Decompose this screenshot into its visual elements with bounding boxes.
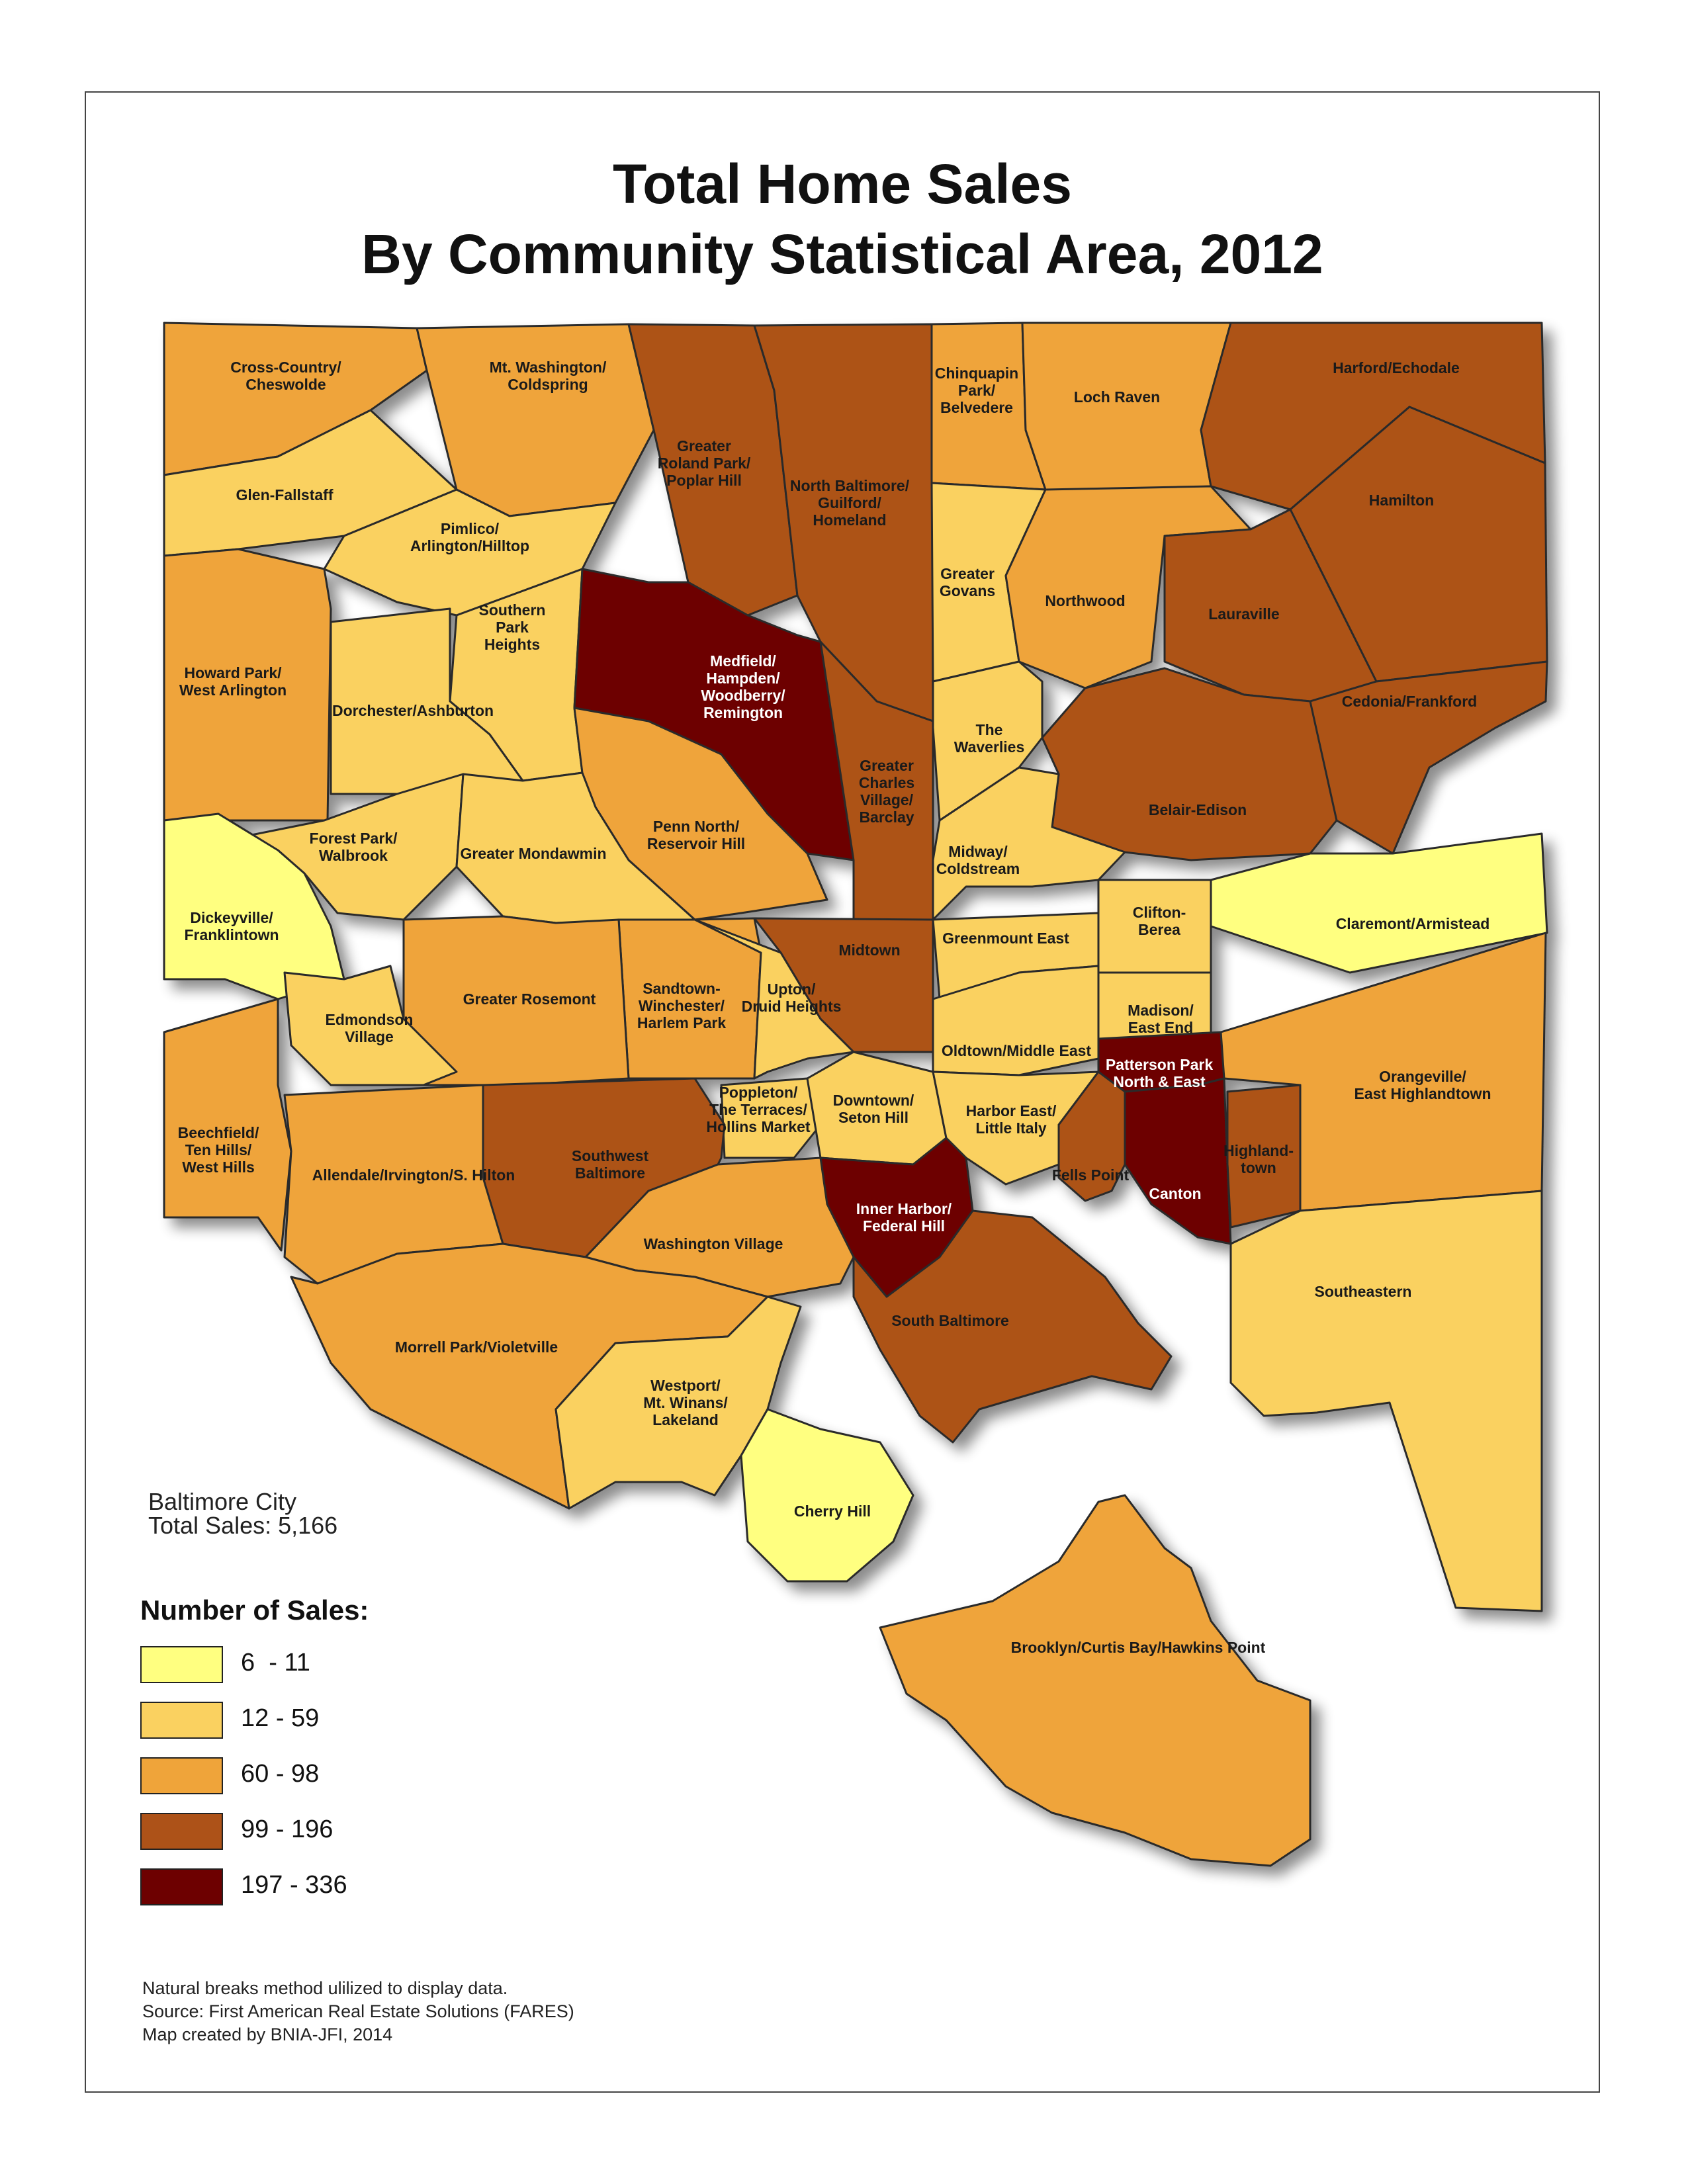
csa-label: Harbor East/Little Italy <box>966 1102 1057 1137</box>
csa-label: Harford/Echodale <box>1333 359 1460 376</box>
csa-area <box>720 1077 822 1159</box>
csa-label: South Baltimore <box>891 1312 1009 1329</box>
csa-label: Highland-town <box>1223 1142 1294 1176</box>
csa-label: Loch Raven <box>1074 388 1160 406</box>
csa-label: Dickeyville/Franklintown <box>184 909 279 943</box>
csa-label: Greenmount East <box>942 930 1069 947</box>
csa-label: Clifton-Berea <box>1133 904 1186 938</box>
csa-label: Cherry Hill <box>794 1503 871 1520</box>
csa-area <box>1004 485 1252 689</box>
city-name: Baltimore City <box>148 1488 297 1515</box>
csa-label: Cross-Country/Cheswolde <box>230 359 341 393</box>
csa-label: Midtown <box>838 941 900 959</box>
legend-label: 60 - 98 <box>241 1760 320 1788</box>
csa-label: Mt. Washington/Coldspring <box>490 359 607 393</box>
legend-label: 6 - 11 <box>241 1649 310 1677</box>
csa-label: Morrell Park/Violetville <box>395 1338 558 1356</box>
csa-area <box>455 771 696 924</box>
csa-label: Fells Point <box>1052 1166 1130 1184</box>
map-notes: Natural breaks method ulilized to displa… <box>142 1977 574 2046</box>
legend-title: Number of Sales: <box>140 1594 369 1626</box>
csa-label: Downtown/Seton Hill <box>833 1092 914 1126</box>
csa-label: The Waverlies <box>954 721 1025 756</box>
method-note: Natural breaks method ulilized to displa… <box>142 1978 508 1998</box>
csa-label: Lauraville <box>1208 605 1279 623</box>
csa-label: Penn North/Reservoir Hill <box>647 818 745 852</box>
csa-label: Patterson Park North & East <box>1106 1056 1214 1090</box>
csa-label: Sandtown-Winchester/Harlem Park <box>637 980 726 1031</box>
legend-label: 99 - 196 <box>241 1815 333 1843</box>
csa-label: Beechfield/Ten Hills/West Hills <box>178 1124 259 1176</box>
csa-label: Orangeville/East Highlandtown <box>1355 1068 1491 1102</box>
csa-label: Pimlico/Arlington/Hilltop <box>410 520 529 554</box>
csa-label: Belair-Edison <box>1149 801 1247 818</box>
csa-area <box>740 1408 914 1583</box>
csa-label: Brooklyn/Curtis Bay/Hawkins Point <box>1011 1639 1266 1656</box>
csa-area <box>852 1209 1173 1444</box>
csa-area <box>283 965 458 1086</box>
csa-label: Medfield/Hampden/Woodberry/Remington <box>701 652 785 721</box>
csa-area <box>1057 1070 1126 1202</box>
csa-label: Washington Village <box>644 1235 783 1252</box>
csa-label: Inner Harbor/Federal Hill <box>856 1200 952 1235</box>
csa-label: Greater Rosemont <box>463 990 596 1008</box>
csa-label: Dorchester/Ashburton <box>332 702 494 719</box>
legend-swatch <box>140 1757 223 1794</box>
legend-swatch <box>140 1868 223 1905</box>
csa-label: Greater Govans <box>940 565 995 599</box>
city-summary: Baltimore City Total Sales: 5,166 <box>148 1490 337 1538</box>
legend-label: 12 - 59 <box>241 1704 320 1732</box>
csa-label: Greater Roland Park/Poplar Hill <box>658 437 751 489</box>
csa-area <box>932 660 1044 822</box>
csa-label: Greater Charles Village/Barclay <box>859 757 914 826</box>
csa-label: Upton/Druid Heights <box>742 981 842 1015</box>
csa-label: Midway/Coldstream <box>936 843 1020 877</box>
csa-label: Madison/East End <box>1128 1002 1194 1036</box>
source-note: Source: First American Real Estate Solut… <box>142 2001 574 2021</box>
csa-area <box>1210 832 1548 974</box>
csa-label: Claremont/Armistead <box>1336 915 1490 932</box>
legend-label: 197 - 336 <box>241 1871 347 1899</box>
csa-label: Northwood <box>1045 592 1125 609</box>
csa-label: Cedonia/Frankford <box>1342 693 1477 710</box>
csa-label: Allendale/Irvington/S. Hilton <box>312 1166 515 1184</box>
map-title-line-1: Total Home Sales <box>613 153 1072 215</box>
csa-area <box>163 812 345 1000</box>
csa-label: Glen-Fallstaff <box>236 486 333 503</box>
csa-label: Howard Park/West Arlington <box>179 664 287 699</box>
csa-area <box>163 998 292 1252</box>
csa-label: Chinquapin Park/Belvedere <box>935 365 1018 416</box>
csa-label: Westport/Mt. Winans/Lakeland <box>643 1377 728 1428</box>
csa-area <box>1229 1190 1543 1612</box>
legend-swatch <box>140 1702 223 1739</box>
csa-label: North Baltimore/Guilford/Homeland <box>790 477 910 529</box>
areas-layer <box>163 322 1548 1867</box>
csa-label: Edmondson Village <box>326 1011 414 1045</box>
csa-label: Greater Mondawmin <box>460 845 606 862</box>
csa-label: Hamilton <box>1369 492 1434 509</box>
map-title: Total Home Sales By Community Statistica… <box>85 149 1600 289</box>
csa-area <box>693 918 855 1080</box>
csa-area <box>1124 1077 1232 1245</box>
legend-swatch <box>140 1646 223 1683</box>
csa-label: Forest Park/Walbrook <box>310 830 398 864</box>
csa-label: Poppleton/The Terraces/Hollins Market <box>706 1084 811 1135</box>
csa-area <box>1021 322 1232 494</box>
csa-label: Southwest Baltimore <box>572 1147 649 1182</box>
map-title-line-2: By Community Statistical Area, 2012 <box>361 223 1323 285</box>
csa-label: Canton <box>1149 1185 1201 1202</box>
legend-swatch <box>140 1813 223 1850</box>
labels-layer: Cross-Country/Cheswolde Mt. Washington/Co… <box>178 359 1491 1656</box>
credit-note: Map created by BNIA-JFI, 2014 <box>142 2025 393 2044</box>
csa-label: Oldtown/Middle East <box>942 1042 1092 1059</box>
city-total-sales: Total Sales: 5,166 <box>148 1512 338 1539</box>
csa-label: Southern Park Heights <box>479 601 546 653</box>
csa-label: Southeastern <box>1315 1283 1412 1300</box>
csa-area <box>879 1494 1311 1867</box>
